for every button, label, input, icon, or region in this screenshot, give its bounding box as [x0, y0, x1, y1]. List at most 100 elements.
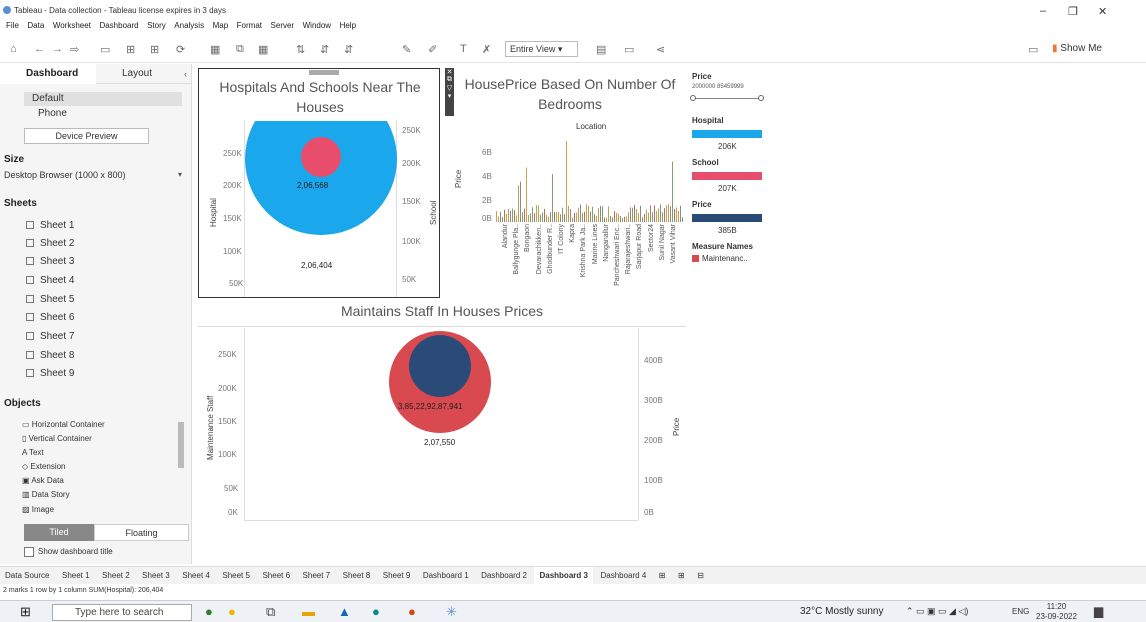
new-worksheet-icon[interactable]: ⊞ [658, 571, 666, 580]
tab-dashboard-2[interactable]: Dashboard 2 [481, 571, 527, 580]
price-bar[interactable] [622, 217, 623, 222]
menu-file[interactable]: File [6, 21, 19, 30]
menu-analysis[interactable]: Analysis [174, 21, 205, 30]
price-bar[interactable] [642, 217, 643, 222]
size-select[interactable]: Desktop Browser (1000 x 800) [4, 170, 126, 180]
object-horizontal-container[interactable]: ▭ Horizontal Container [22, 420, 105, 429]
price-bar[interactable] [582, 212, 583, 222]
tab-sheet-6[interactable]: Sheet 6 [262, 571, 291, 580]
minimize-button[interactable]: – [1040, 5, 1047, 17]
price-bar[interactable] [512, 208, 513, 222]
tooltip-icon[interactable]: ▭ [624, 44, 635, 56]
menu-dashboard[interactable]: Dashboard [99, 21, 139, 30]
sheet-item-4[interactable]: Sheet 4 [26, 275, 74, 286]
price-bar[interactable] [674, 208, 675, 222]
price-bar[interactable] [520, 181, 521, 222]
tab-dashboard-3[interactable]: Dashboard 3 [534, 567, 593, 584]
price-bar[interactable] [648, 212, 649, 222]
price-bar[interactable] [510, 211, 511, 222]
price-bar[interactable] [524, 208, 525, 222]
price-bar[interactable] [558, 211, 559, 222]
chart-houseprice-bedrooms[interactable]: HousePrice Based On Number Of Bedrooms L… [454, 72, 684, 298]
price-bar[interactable] [522, 212, 523, 222]
price-bar[interactable] [554, 211, 555, 222]
price-bar[interactable] [514, 210, 515, 222]
tiled-button[interactable]: Tiled [24, 524, 94, 541]
chart-icon[interactable]: ▦ [210, 44, 221, 56]
menu-help[interactable]: Help [339, 21, 357, 30]
price-bar[interactable] [556, 211, 557, 222]
price-bar[interactable] [526, 167, 527, 222]
tab-dashboard[interactable]: Dashboard [0, 64, 96, 84]
task-view-icon[interactable]: ⧉ [266, 604, 276, 619]
price-bar[interactable] [656, 211, 657, 222]
drag-handle[interactable] [309, 70, 339, 75]
price-bar[interactable] [606, 217, 607, 222]
object-image[interactable]: ▨ Image [22, 505, 54, 514]
price-bar[interactable] [542, 212, 543, 222]
price-bar[interactable] [578, 207, 579, 222]
tab-layout[interactable]: Layout [122, 68, 153, 79]
app-icon[interactable]: ● [228, 604, 236, 619]
school-circle[interactable] [301, 137, 341, 177]
object-data-story[interactable]: ▥ Data Story [22, 490, 70, 499]
back-icon[interactable]: ← [34, 43, 45, 55]
price-bar[interactable] [496, 211, 497, 222]
menu-window[interactable]: Window [302, 21, 332, 30]
tab-dashboard-1[interactable]: Dashboard 1 [422, 571, 469, 580]
price-bar[interactable] [530, 213, 531, 222]
menu-map[interactable]: Map [212, 21, 229, 30]
price-bar[interactable] [618, 213, 619, 222]
tab-sheet-3[interactable]: Sheet 3 [142, 571, 170, 580]
price-bar[interactable] [602, 206, 603, 222]
price-bar[interactable] [608, 206, 609, 222]
store-icon[interactable]: ▲ [338, 604, 351, 619]
menu-story[interactable]: Story [147, 21, 166, 30]
price-bar[interactable] [534, 213, 535, 222]
price-bar[interactable] [592, 206, 593, 222]
price-bar[interactable] [574, 212, 575, 222]
price-bar[interactable] [662, 212, 663, 222]
share-icon[interactable]: ⋖ [656, 44, 666, 56]
slider-handle-max[interactable] [758, 95, 764, 101]
sheet-item-5[interactable]: Sheet 5 [26, 294, 74, 305]
price-bar[interactable] [640, 205, 641, 222]
chevron-down-icon[interactable]: ▾ [178, 170, 183, 179]
sort-asc-icon[interactable]: ⇵ [320, 44, 330, 56]
price-bar[interactable] [562, 207, 563, 222]
chart-hospitals-schools[interactable]: Hospitals And Schools Near The Houses 25… [198, 68, 440, 298]
price-bar[interactable] [626, 216, 627, 222]
price-circle[interactable] [409, 335, 471, 397]
redo-icon[interactable]: ⇨ [70, 44, 80, 56]
price-bar[interactable] [580, 204, 581, 222]
new-datasource-icon[interactable]: ⊞ [126, 44, 136, 56]
price-bar[interactable] [560, 214, 561, 222]
sheet-item-1[interactable]: Sheet 1 [26, 220, 74, 231]
price-bar[interactable] [594, 214, 595, 222]
price-bar[interactable] [576, 212, 577, 222]
price-bar[interactable] [532, 207, 533, 222]
sheet-item-8[interactable]: Sheet 8 [26, 350, 74, 361]
swap-icon[interactable]: ⇅ [296, 44, 306, 56]
restore-button[interactable]: ❐ [1068, 6, 1078, 18]
price-bar[interactable] [566, 141, 567, 222]
price-bar[interactable] [632, 207, 633, 222]
price-bar[interactable] [586, 204, 587, 222]
filter-icon[interactable]: ▽ [446, 85, 453, 92]
price-range-slider[interactable] [692, 98, 762, 99]
chrome-icon[interactable]: ● [408, 604, 416, 619]
home-icon[interactable]: ⌂ [10, 43, 17, 55]
price-bar[interactable] [546, 214, 547, 222]
price-bar[interactable] [568, 205, 569, 222]
price-bar[interactable] [680, 205, 681, 222]
more-options-icon[interactable]: ▾ [447, 93, 452, 100]
object-extension[interactable]: ◇ Extension [22, 462, 66, 471]
price-bar[interactable] [550, 212, 551, 222]
tab-data-source[interactable]: Data Source [5, 571, 50, 580]
price-bar[interactable] [572, 217, 573, 222]
objects-scrollbar[interactable] [178, 422, 184, 468]
price-bar[interactable] [498, 216, 499, 222]
sheet-item-6[interactable]: Sheet 6 [26, 312, 74, 323]
price-bar[interactable] [540, 214, 541, 222]
hospital-circle[interactable] [245, 121, 397, 235]
